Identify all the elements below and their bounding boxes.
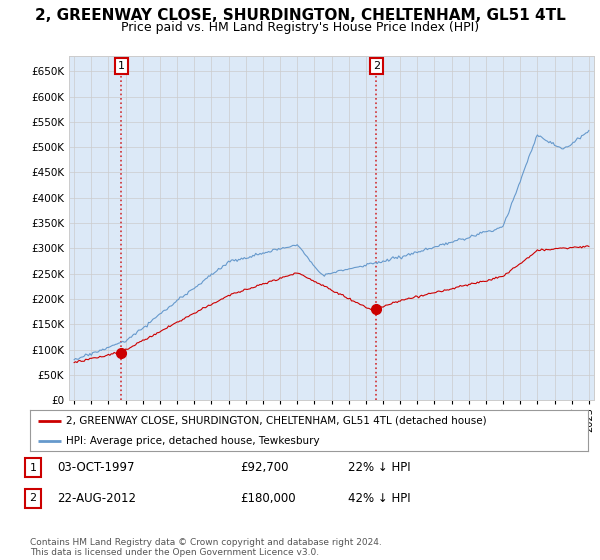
Text: Contains HM Land Registry data © Crown copyright and database right 2024.
This d: Contains HM Land Registry data © Crown c… [30, 538, 382, 557]
Text: 2, GREENWAY CLOSE, SHURDINGTON, CHELTENHAM, GL51 4TL (detached house): 2, GREENWAY CLOSE, SHURDINGTON, CHELTENH… [66, 416, 487, 426]
Text: £92,700: £92,700 [240, 461, 289, 474]
Text: 22-AUG-2012: 22-AUG-2012 [57, 492, 136, 505]
Text: 1: 1 [29, 463, 37, 473]
Text: Price paid vs. HM Land Registry's House Price Index (HPI): Price paid vs. HM Land Registry's House … [121, 21, 479, 34]
Text: 2: 2 [29, 493, 37, 503]
Text: 2, GREENWAY CLOSE, SHURDINGTON, CHELTENHAM, GL51 4TL: 2, GREENWAY CLOSE, SHURDINGTON, CHELTENH… [35, 8, 565, 24]
Text: 03-OCT-1997: 03-OCT-1997 [57, 461, 134, 474]
Text: 2: 2 [373, 61, 380, 71]
Text: 1: 1 [118, 61, 125, 71]
Text: £180,000: £180,000 [240, 492, 296, 505]
Text: 42% ↓ HPI: 42% ↓ HPI [348, 492, 410, 505]
Text: HPI: Average price, detached house, Tewkesbury: HPI: Average price, detached house, Tewk… [66, 436, 320, 446]
Text: 22% ↓ HPI: 22% ↓ HPI [348, 461, 410, 474]
